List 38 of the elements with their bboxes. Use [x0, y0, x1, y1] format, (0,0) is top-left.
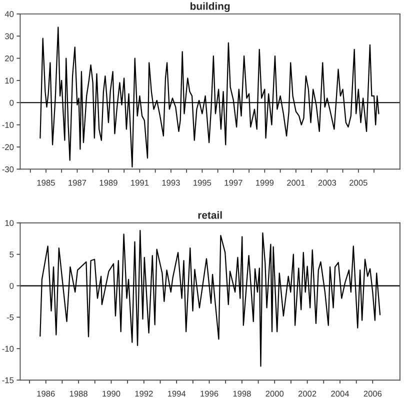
x-tick-label: 1987 [68, 180, 86, 186]
x-tick-label: 1990 [102, 390, 120, 397]
x-tick-label: 1996 [200, 390, 218, 397]
x-tick-label: 1994 [168, 390, 186, 397]
y-tick-label: 10 [5, 220, 14, 226]
x-tick-label: 2001 [287, 180, 305, 186]
chart-title: retail [198, 211, 222, 219]
x-tick-label: 1989 [100, 180, 118, 186]
x-tick-label: 1988 [70, 390, 88, 397]
x-tick-label: 1998 [233, 390, 251, 397]
y-tick-label: 20 [5, 55, 14, 62]
y-tick-label: 0 [10, 100, 14, 106]
y-tick-label: -15 [2, 377, 14, 384]
y-tick-label: -30 [2, 166, 14, 172]
x-tick-label: 2006 [364, 390, 382, 397]
y-tick-label: -5 [6, 314, 14, 320]
x-tick-label: 1995 [194, 180, 212, 186]
y-tick-label: 40 [4, 11, 14, 18]
x-tick-label: 1992 [135, 390, 153, 397]
y-tick-label: -10 [2, 122, 14, 128]
x-tick-label: 2000 [266, 390, 284, 397]
y-tick-label: 5 [10, 252, 14, 258]
x-tick-label: 1991 [131, 180, 149, 186]
x-tick-label: 1999 [256, 180, 274, 186]
y-tick-label: -20 [2, 144, 14, 150]
x-tick-label: 2004 [331, 390, 350, 397]
x-tick-label: 1985 [37, 180, 55, 186]
x-tick-label: 2002 [298, 390, 316, 397]
y-tick-label: 10 [5, 78, 14, 84]
y-tick-label: 30 [5, 33, 14, 40]
x-tick-label: 1993 [162, 180, 180, 186]
chart-title: building [190, 2, 230, 12]
x-tick-label: 2005 [350, 180, 368, 186]
y-tick-label: -10 [2, 346, 14, 352]
y-tick-label: 0 [10, 282, 14, 289]
x-tick-label: 1986 [37, 390, 55, 397]
x-tick-label: 1997 [224, 180, 242, 186]
x-tick-label: 2003 [318, 180, 336, 186]
